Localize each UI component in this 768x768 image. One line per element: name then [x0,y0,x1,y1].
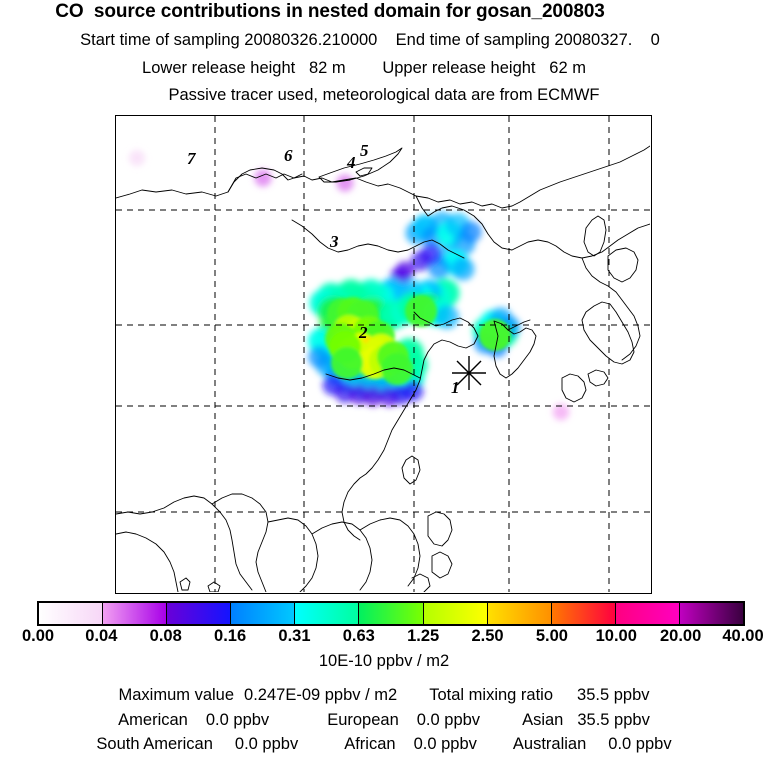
colorbar-tick-3: 0.16 [214,627,247,645]
plume-cell [410,250,432,272]
colorbar-tick-11: 40.00 [722,627,764,645]
statistics-panel: Maximum value 0.247E-09 ppbv / m2 Total … [0,686,768,759]
contribution-value: 0.0 ppbv [608,735,672,753]
region-number-7: 7 [187,149,196,168]
colorbar-tick-5: 0.63 [342,627,375,645]
region-number-6: 6 [284,146,293,165]
plume-cell [363,387,383,407]
plume-cell [402,380,424,402]
total-mixing-ratio-label: Total mixing ratio [429,686,554,704]
gosan-receptor-star [452,356,486,390]
page-title: CO source contributions in nested domain… [55,1,605,22]
colorbar-segment-4 [295,603,360,624]
release-height-line: Lower release height 82 m Upper release … [142,59,586,77]
colorbar-tick-7: 2.50 [471,627,504,645]
contribution-label: European [327,711,399,729]
sampling-time-line: Start time of sampling 20080326.210000 E… [80,31,660,49]
contribution-value: 35.5 ppbv [577,711,650,729]
contribution-label: South American [96,735,213,753]
map-canvas [116,116,650,592]
colorbar-segment-3 [231,603,296,624]
colorbar[interactable] [37,601,745,626]
colorbar-tick-9: 10.00 [595,627,637,645]
colorbar-segment-1 [103,603,168,624]
colorbar-segment-5 [359,603,424,624]
maximum-value: 0.247E-09 ppbv / m2 [244,686,398,704]
colorbar-tick-10: 20.00 [659,627,702,645]
colorbar-tick-8: 5.00 [535,627,568,645]
region-number-1: 1 [451,378,460,397]
contribution-value: 0.0 ppbv [416,711,481,729]
coastlines [116,145,650,592]
concentration-field-core [325,295,511,385]
plume-cell [395,261,415,281]
colorbar-segment-8 [551,603,616,624]
region-number-3: 3 [330,232,339,251]
contribution-label: African [344,735,396,753]
plume-cell [435,305,459,329]
plume-cell [336,174,354,192]
maximum-value-label: Maximum value [118,686,235,704]
colorbar-segment-6 [423,603,488,624]
total-mixing-ratio-value: 35.5 ppbv [577,686,650,704]
colorbar-segment-2 [167,603,232,624]
plume-cell [349,385,369,405]
colorbar-segment-9 [615,603,680,624]
contribution-row: South American 0.0 ppbv African 0.0 ppbv Aus… [0,735,768,759]
colorbar-unit-label: 10E-10 ppbv / m2 [318,652,450,670]
contribution-value: 0.0 ppbv [234,735,299,753]
contribution-label: Asian [522,711,564,729]
contribution-value: 0.0 ppbv [205,711,270,729]
plume-cell [254,169,272,187]
region-number-2: 2 [359,323,368,342]
colorbar-tick-0: 0.00 [21,627,55,645]
region-number-5: 5 [360,141,369,160]
plume-cell [129,150,145,166]
plume-cell [479,319,511,351]
plume-cell [552,403,570,421]
colorbar-segment-7 [487,603,552,624]
colorbar-tick-labels: 0.00 0.04 0.08 0.16 0.31 0.63 1.25 2.50 5.00 10.0… [0,627,768,649]
plume-cell [460,221,482,243]
plume-cell [451,257,475,281]
plume-cell [331,347,363,379]
graticule [116,116,650,592]
colorbar-tick-6: 1.25 [407,627,440,645]
region-number-4: 4 [347,153,356,172]
tracer-meteorology-line: Passive tracer used, meteorological data… [168,86,600,104]
plume-cell [308,346,330,368]
contribution-row: American 0.0 ppbv European 0.0 ppbv Asian 35.… [0,711,768,735]
contribution-label: Australian [512,735,587,753]
star-ray [456,360,482,386]
colorbar-tick-1: 0.04 [85,627,118,645]
contribution-label: American [118,711,188,729]
colorbar-tick-2: 0.08 [149,627,182,645]
contribution-value: 0.0 ppbv [413,735,477,753]
plume-cell [405,295,437,327]
colorbar-segment-0 [39,603,104,624]
colorbar-segment-10 [679,603,744,624]
colorbar-tick-4: 0.31 [278,627,311,645]
